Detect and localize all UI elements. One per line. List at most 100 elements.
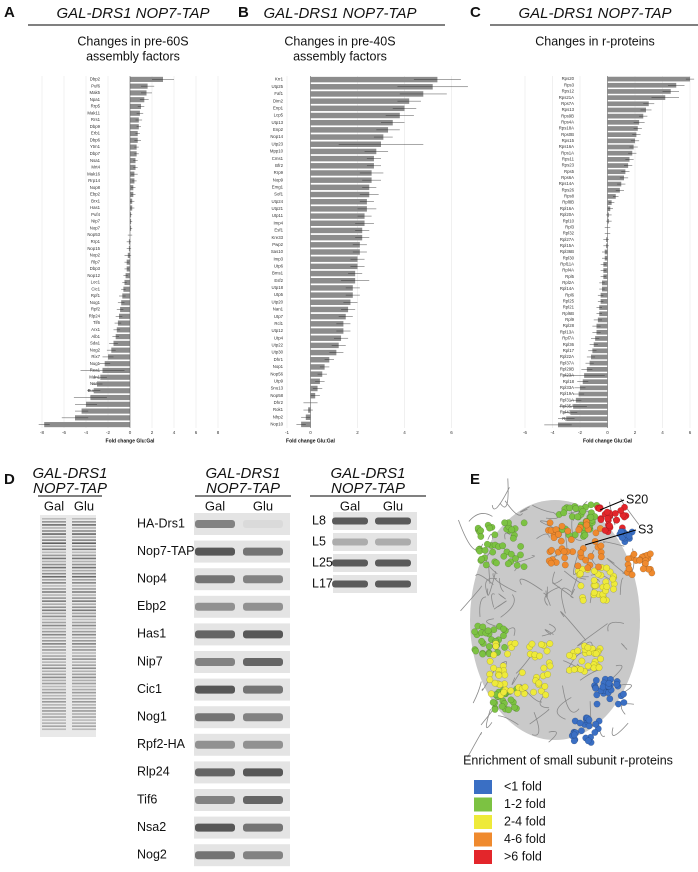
- protein-atom: [478, 637, 485, 645]
- gel-band: [72, 722, 96, 724]
- bar: [591, 354, 608, 360]
- gel-band: [42, 676, 66, 679]
- protein-atom: [554, 530, 562, 538]
- gel-band: [72, 591, 96, 593]
- blot-band: [195, 685, 235, 694]
- protein-atom: [625, 532, 633, 540]
- gel-band: [72, 560, 96, 563]
- gel-band: [72, 694, 96, 697]
- protein-atom: [490, 626, 498, 634]
- category-label: Enp2: [273, 127, 284, 132]
- protein-label: L8: [312, 513, 326, 527]
- category-label: Utp30: [272, 350, 284, 355]
- rna-strand: [519, 506, 530, 513]
- gel-band: [72, 545, 96, 548]
- chart-title: GAL-DRS1 NOP7-TAP: [56, 5, 209, 22]
- protein-atom: [491, 531, 499, 539]
- bar: [607, 126, 638, 131]
- blot-band: [375, 559, 411, 567]
- gel-band: [72, 551, 96, 554]
- bar: [310, 184, 370, 191]
- blot-band: [243, 796, 283, 804]
- rna-strand: [621, 643, 628, 650]
- protein-atom: [566, 652, 573, 659]
- bar: [607, 181, 622, 187]
- category-label: Mpp10: [270, 149, 284, 154]
- lane-label: Gal: [44, 498, 64, 513]
- bar: [123, 286, 130, 292]
- blot-band: [375, 580, 411, 588]
- x-tick-label: 6: [689, 430, 692, 435]
- gel-band: [72, 563, 96, 566]
- category-label: Rpl18: [563, 379, 575, 384]
- blot-band: [243, 851, 283, 860]
- gel-band: [42, 572, 66, 575]
- gel-band: [42, 575, 66, 578]
- blot-strip: [194, 568, 290, 591]
- gel-band: [42, 667, 66, 670]
- protein-atom: [591, 567, 598, 575]
- rna-strand: [460, 585, 482, 612]
- gel-band: [42, 539, 66, 541]
- blot-strip: [194, 706, 290, 729]
- gel-band: [42, 636, 66, 639]
- protein-atom: [486, 676, 494, 684]
- gel-band: [42, 563, 66, 566]
- bar: [310, 220, 365, 226]
- x-tick-label: -6: [62, 430, 66, 435]
- protein-atom: [507, 696, 515, 704]
- blot-strip: [194, 733, 290, 756]
- category-label: Rps3: [564, 82, 575, 87]
- protein-label: Nsa2: [137, 820, 166, 834]
- bar: [607, 194, 616, 199]
- category-label: Rok1: [273, 407, 284, 412]
- bar: [607, 119, 640, 125]
- blot-band: [195, 658, 235, 666]
- category-label: Rpl27A: [560, 237, 574, 242]
- category-label: Rrp1: [91, 239, 101, 244]
- gel-band: [72, 609, 96, 612]
- category-label: Mrt4: [91, 165, 100, 170]
- category-label: Esf2: [274, 278, 283, 283]
- protein-atom: [520, 519, 528, 527]
- x-tick-label: 2: [356, 430, 359, 435]
- category-label: Alb1: [91, 334, 100, 339]
- protein-atom: [603, 564, 610, 572]
- category-label: Rps1A: [561, 150, 574, 155]
- gel-band: [72, 603, 96, 605]
- category-label: Has1: [90, 205, 101, 210]
- blot-band: [332, 538, 368, 546]
- rna-strand: [485, 577, 497, 595]
- protein-atom: [597, 553, 605, 561]
- protein-atom: [560, 509, 568, 517]
- protein-atom: [538, 687, 545, 695]
- category-label: Rps15: [562, 138, 575, 143]
- gel-band: [72, 691, 96, 694]
- blot-band: [243, 713, 283, 722]
- protein-atom: [511, 703, 518, 711]
- category-label: Rps26: [562, 187, 575, 192]
- blot-band: [243, 685, 283, 694]
- blot-band: [195, 630, 235, 639]
- category-label: Pwp2: [272, 242, 283, 247]
- category-label: Nog2: [90, 347, 101, 352]
- gel-band: [42, 691, 66, 694]
- lane-label: Gal: [340, 498, 360, 513]
- protein-atom: [620, 699, 628, 706]
- category-label: Utp7: [274, 314, 284, 319]
- bar: [558, 422, 608, 428]
- bar: [310, 148, 377, 155]
- gel-band: [72, 658, 96, 660]
- bar: [310, 313, 346, 320]
- protein-atom: [484, 627, 492, 635]
- gel-band: [42, 670, 66, 673]
- category-label: Rps23: [562, 163, 575, 168]
- protein-atom: [490, 664, 497, 672]
- category-label: Mak5: [89, 90, 100, 95]
- protein-atom: [574, 513, 581, 521]
- protein-atom: [486, 657, 494, 665]
- category-label: Dhr2: [274, 400, 284, 405]
- pointer: [599, 499, 625, 511]
- x-tick-label: 0: [606, 430, 609, 435]
- protein-atom: [572, 505, 580, 512]
